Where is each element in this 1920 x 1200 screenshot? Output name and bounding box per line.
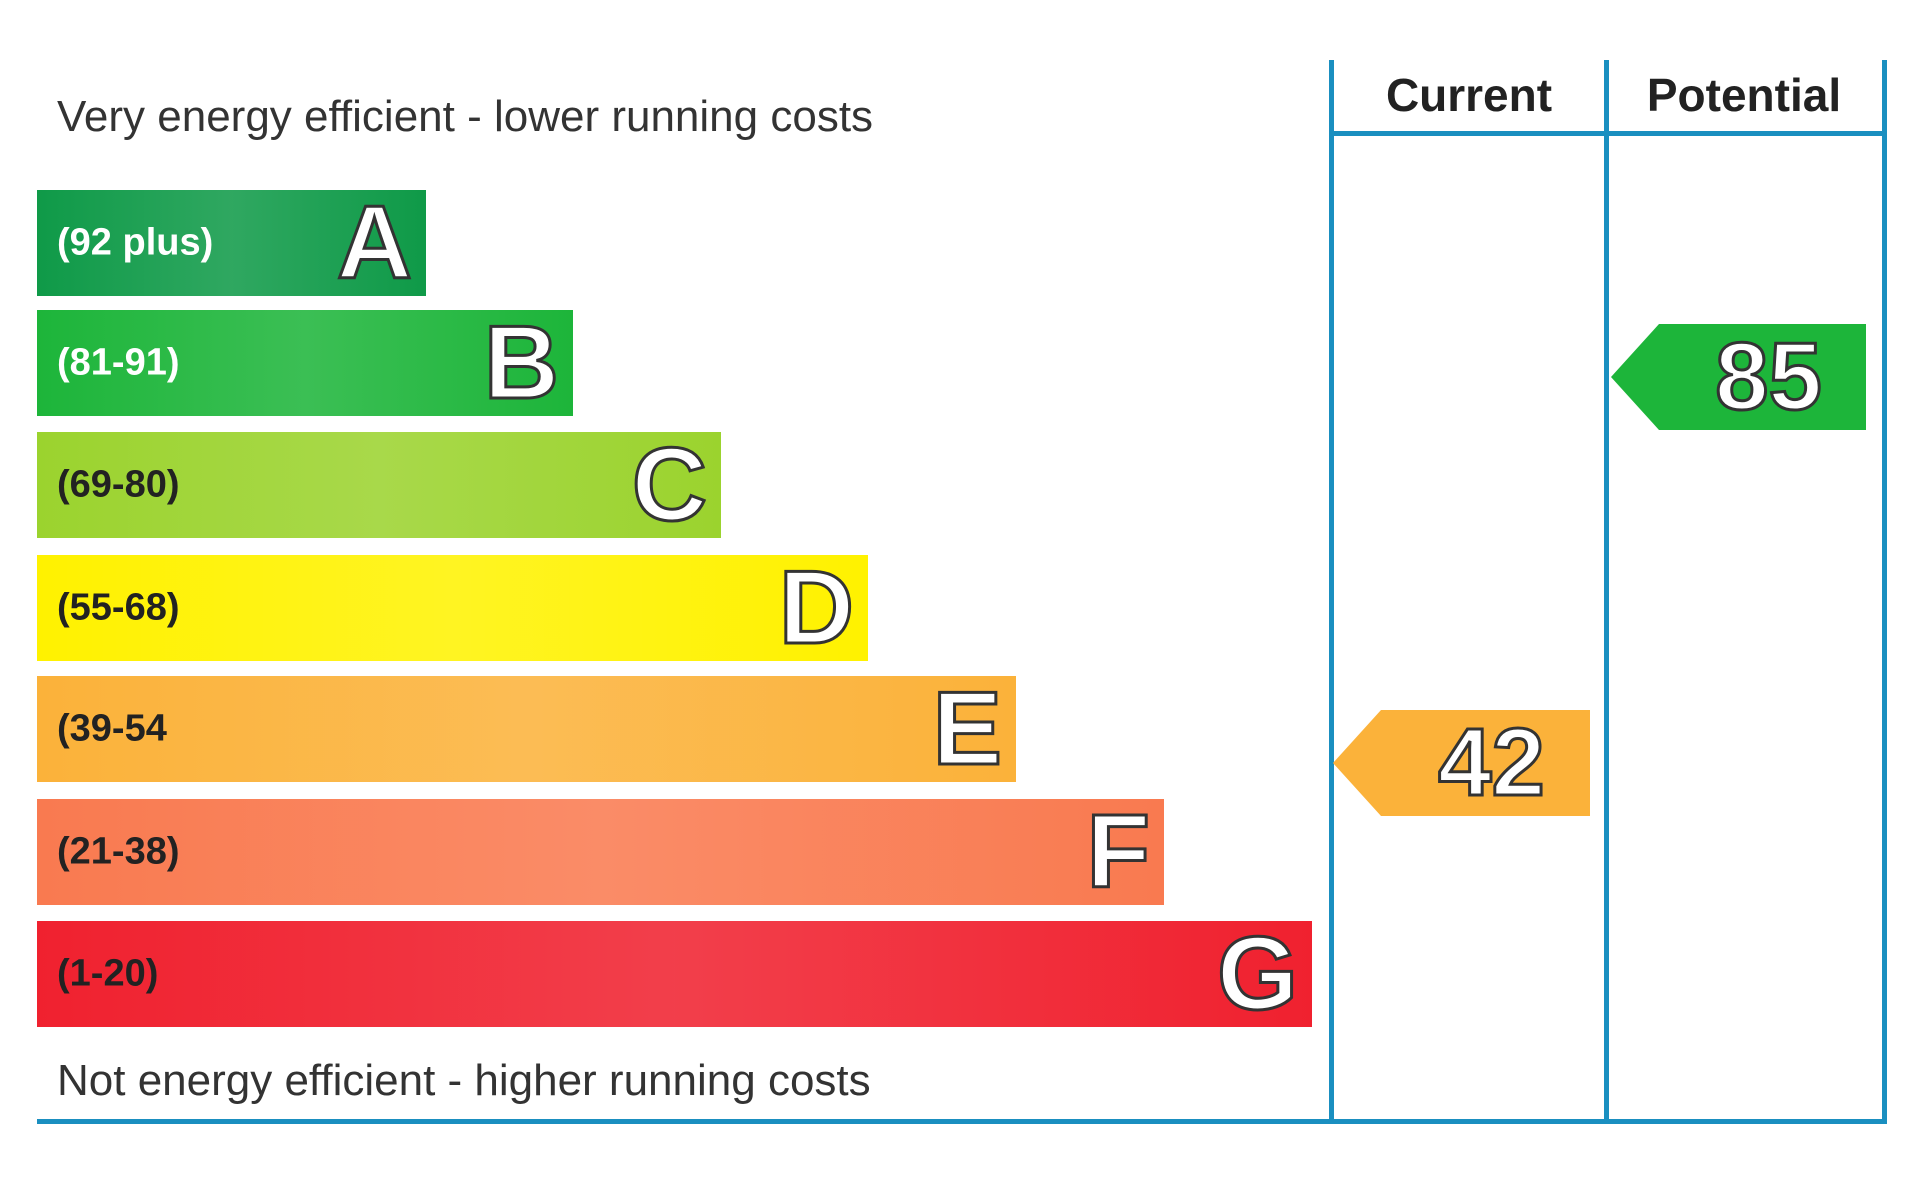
band-letter: G: [1216, 916, 1300, 1032]
column-header-potential: Potential: [1646, 69, 1842, 121]
top-caption: Very energy efficient - lower running co…: [57, 92, 874, 141]
band-bar-f: (21-38) F: [37, 794, 1164, 910]
band-bar-d: (55-68) D: [37, 550, 868, 666]
baseline: [37, 1119, 1887, 1124]
band-bar-e: (39-54 E: [37, 671, 1016, 787]
band-bar-a: (92 plus) A: [37, 185, 426, 301]
band-range: (92 plus): [57, 221, 214, 264]
current-rating-value: 42: [1437, 709, 1547, 816]
header-line: [1329, 131, 1887, 136]
band-letter: B: [482, 305, 560, 421]
band-letter: F: [1085, 794, 1152, 910]
band-range: (81-91): [57, 341, 180, 384]
column-header-current: Current: [1385, 69, 1553, 121]
band-range: (1-20): [57, 952, 159, 995]
column-divider: [1329, 60, 1334, 1124]
band-letter: C: [630, 427, 708, 543]
band-range: (21-38): [57, 830, 180, 873]
band-bar-b: (81-91) B: [37, 305, 573, 421]
band-bar-c: (69-80) C: [37, 427, 721, 543]
potential-rating-value: 85: [1714, 323, 1824, 430]
column-divider: [1604, 60, 1609, 1124]
band-bar-g: (1-20) G: [37, 916, 1312, 1032]
band-range: (39-54: [57, 707, 167, 750]
band-range: (69-80): [57, 463, 180, 506]
bottom-caption: Not energy efficient - higher running co…: [57, 1056, 871, 1105]
band-letter: D: [777, 550, 855, 666]
band-range: (55-68): [57, 586, 180, 629]
band-letter: E: [931, 671, 1003, 787]
column-divider: [1882, 60, 1887, 1124]
band-letter: A: [335, 185, 413, 301]
potential-rating-arrow: 85: [1611, 324, 1866, 430]
current-rating-arrow: 42: [1333, 710, 1590, 816]
